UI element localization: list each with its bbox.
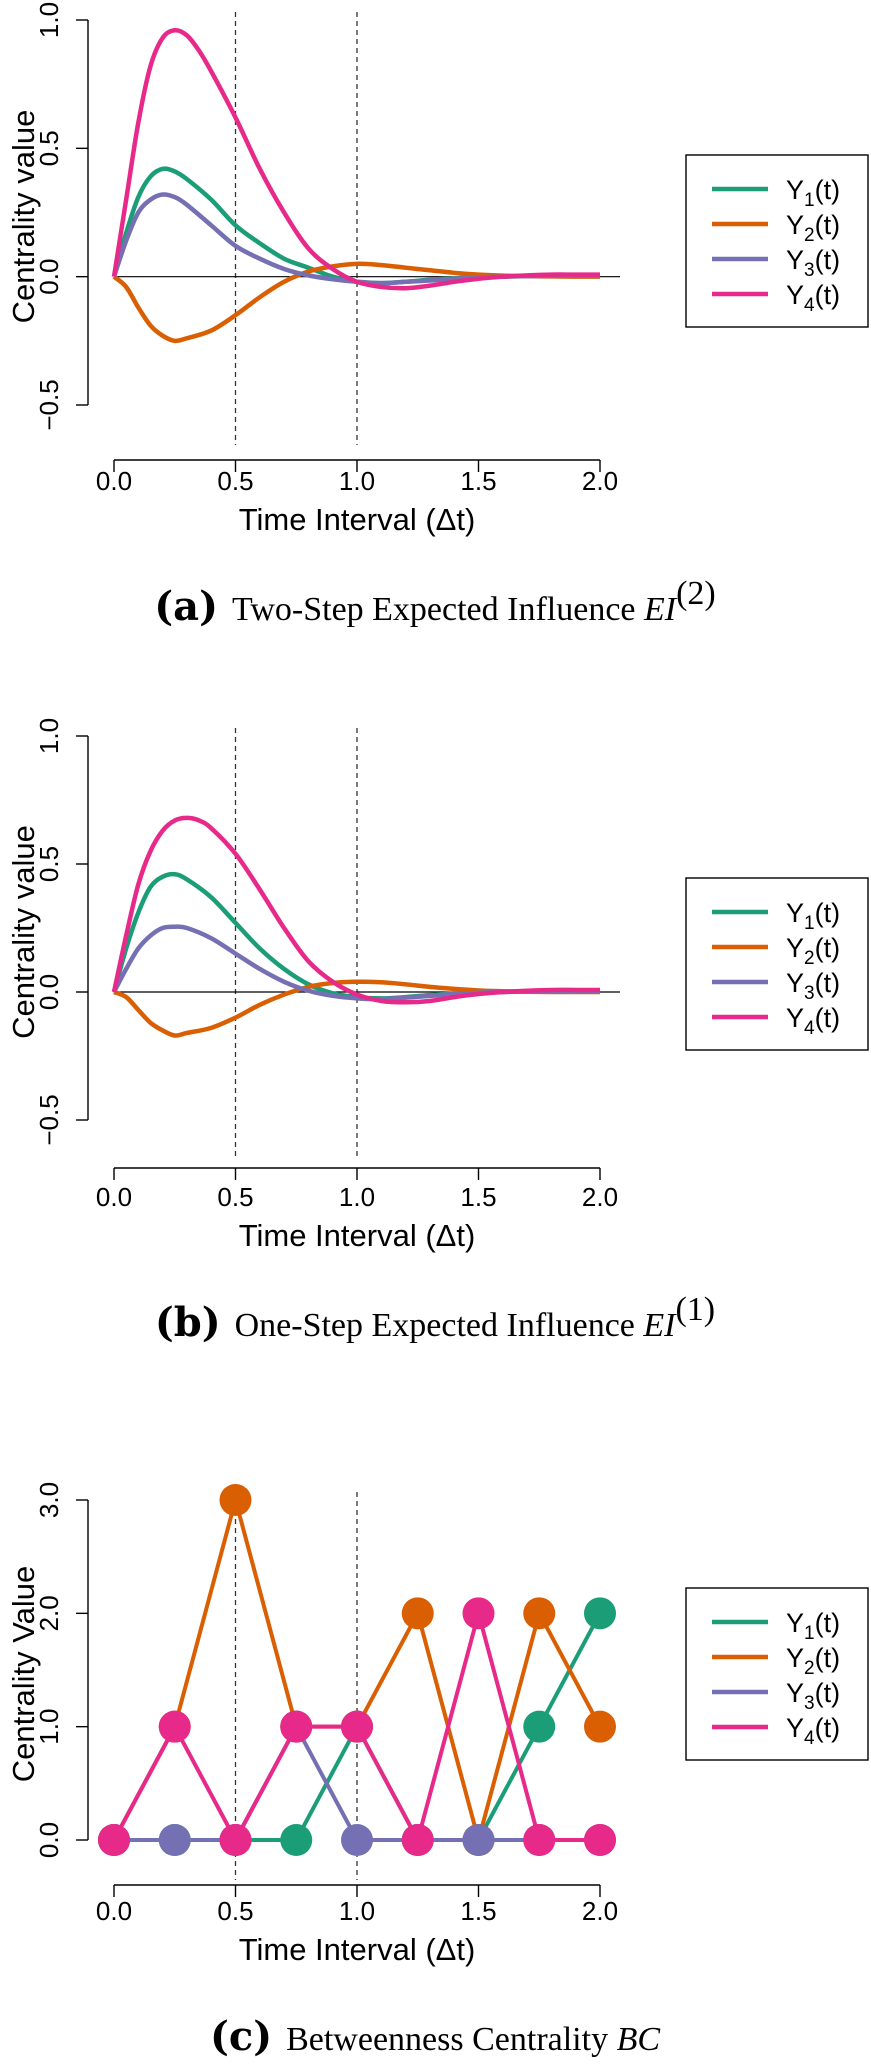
x-tick-label: 0.5: [217, 1896, 253, 1926]
x-tick-label: 0.0: [96, 1896, 132, 1926]
x-tick-label: 1.5: [460, 466, 496, 496]
x-tick-label: 1.0: [339, 466, 375, 496]
x-tick-label: 2.0: [582, 1182, 618, 1212]
y-tick-label: 3.0: [34, 1482, 64, 1518]
y-tick-label: 1.0: [34, 2, 64, 38]
legend-label: Y1(t): [786, 898, 840, 934]
legend-label: Y2(t): [786, 933, 840, 969]
x-tick-label: 1.0: [339, 1896, 375, 1926]
data-point-3: [158, 1824, 191, 1856]
data-point-4: [584, 1824, 616, 1856]
legend-label: Y2(t): [786, 210, 840, 246]
x-tick-label: 0.0: [96, 1182, 132, 1212]
x-tick-label: 0.5: [217, 1182, 253, 1212]
data-point-4: [523, 1824, 556, 1856]
y-tick-label: 0.5: [34, 846, 64, 882]
data-point-1: [523, 1710, 556, 1743]
y-tick-label: 0.0: [34, 259, 64, 295]
y-axis-label: Centrality value: [6, 110, 41, 324]
y-tick-label: 0.0: [34, 974, 64, 1010]
series-line-4: [111, 815, 600, 1005]
x-tick-label: 1.5: [460, 1182, 496, 1212]
x-tick-label: 2.0: [582, 1896, 618, 1926]
data-point-4: [462, 1597, 495, 1630]
data-point-2: [523, 1597, 556, 1630]
data-point-3: [462, 1824, 495, 1856]
legend-label: Y3(t): [786, 245, 840, 281]
y-tick-label: 0.0: [34, 1822, 64, 1858]
legend: Y1(t)Y2(t)Y3(t)Y4(t): [685, 1587, 869, 1761]
data-point-4: [401, 1824, 434, 1856]
y-tick-label: 1.0: [34, 1709, 64, 1745]
legend: Y1(t)Y2(t)Y3(t)Y4(t): [685, 877, 869, 1051]
data-point-2: [219, 1484, 252, 1516]
legend: Y1(t)Y2(t)Y3(t)Y4(t): [685, 154, 869, 328]
data-point-4: [280, 1710, 313, 1743]
x-tick-label: 0.0: [96, 466, 132, 496]
x-tick-label: 0.5: [217, 466, 253, 496]
x-tick-label: 2.0: [582, 466, 618, 496]
y-tick-label: 0.5: [34, 130, 64, 166]
data-point-1: [280, 1824, 313, 1856]
x-tick-label: 1.5: [460, 1896, 496, 1926]
caption: (c) Betweenness Centrality BC: [210, 2013, 660, 2060]
legend-box: [685, 154, 869, 328]
data-point-4: [219, 1824, 252, 1856]
data-point-4: [158, 1710, 191, 1743]
x-axis-label: Time Interval (Δt): [239, 1932, 476, 1967]
data-point-2: [401, 1597, 434, 1630]
legend-box: [685, 877, 869, 1051]
legend-label: Y1(t): [786, 175, 840, 211]
data-point-2: [584, 1710, 616, 1743]
caption: (a) Two-Step Expected Influence EI(2): [154, 575, 716, 630]
series-line-4: [111, 27, 600, 291]
data-point-1: [584, 1597, 616, 1630]
legend-label: Y4(t): [786, 1003, 840, 1039]
y-axis-label: Centrality Value: [6, 1566, 41, 1783]
data-point-3: [341, 1824, 373, 1856]
y-tick-label: 2.0: [34, 1595, 64, 1631]
legend-label: Y4(t): [786, 280, 840, 316]
legend-label: Y1(t): [786, 1608, 840, 1644]
data-point-4: [341, 1710, 373, 1743]
data-point-4: [98, 1824, 130, 1856]
x-axis-label: Time Interval (Δt): [239, 1218, 476, 1253]
x-axis-label: Time Interval (Δt): [239, 502, 476, 537]
legend-label: Y4(t): [786, 1713, 840, 1749]
y-tick-label: 1.0: [34, 718, 64, 754]
legend-label: Y2(t): [786, 1643, 840, 1679]
y-tick-label: −0.5: [34, 1094, 64, 1145]
legend-label: Y3(t): [786, 968, 840, 1004]
y-axis-label: Centrality value: [6, 825, 41, 1039]
legend-label: Y3(t): [786, 1678, 840, 1714]
chart-panel-c: 0.0 1.0 2.0 3.0 Centrality Value 0.0 0.5 1.0 1.5…: [6, 1482, 869, 2060]
y-tick-label: −0.5: [34, 379, 64, 430]
caption: (b) One-Step Expected Influence EI(1): [155, 1291, 715, 1346]
legend-box: [685, 1587, 869, 1761]
x-tick-label: 1.0: [339, 1182, 375, 1212]
